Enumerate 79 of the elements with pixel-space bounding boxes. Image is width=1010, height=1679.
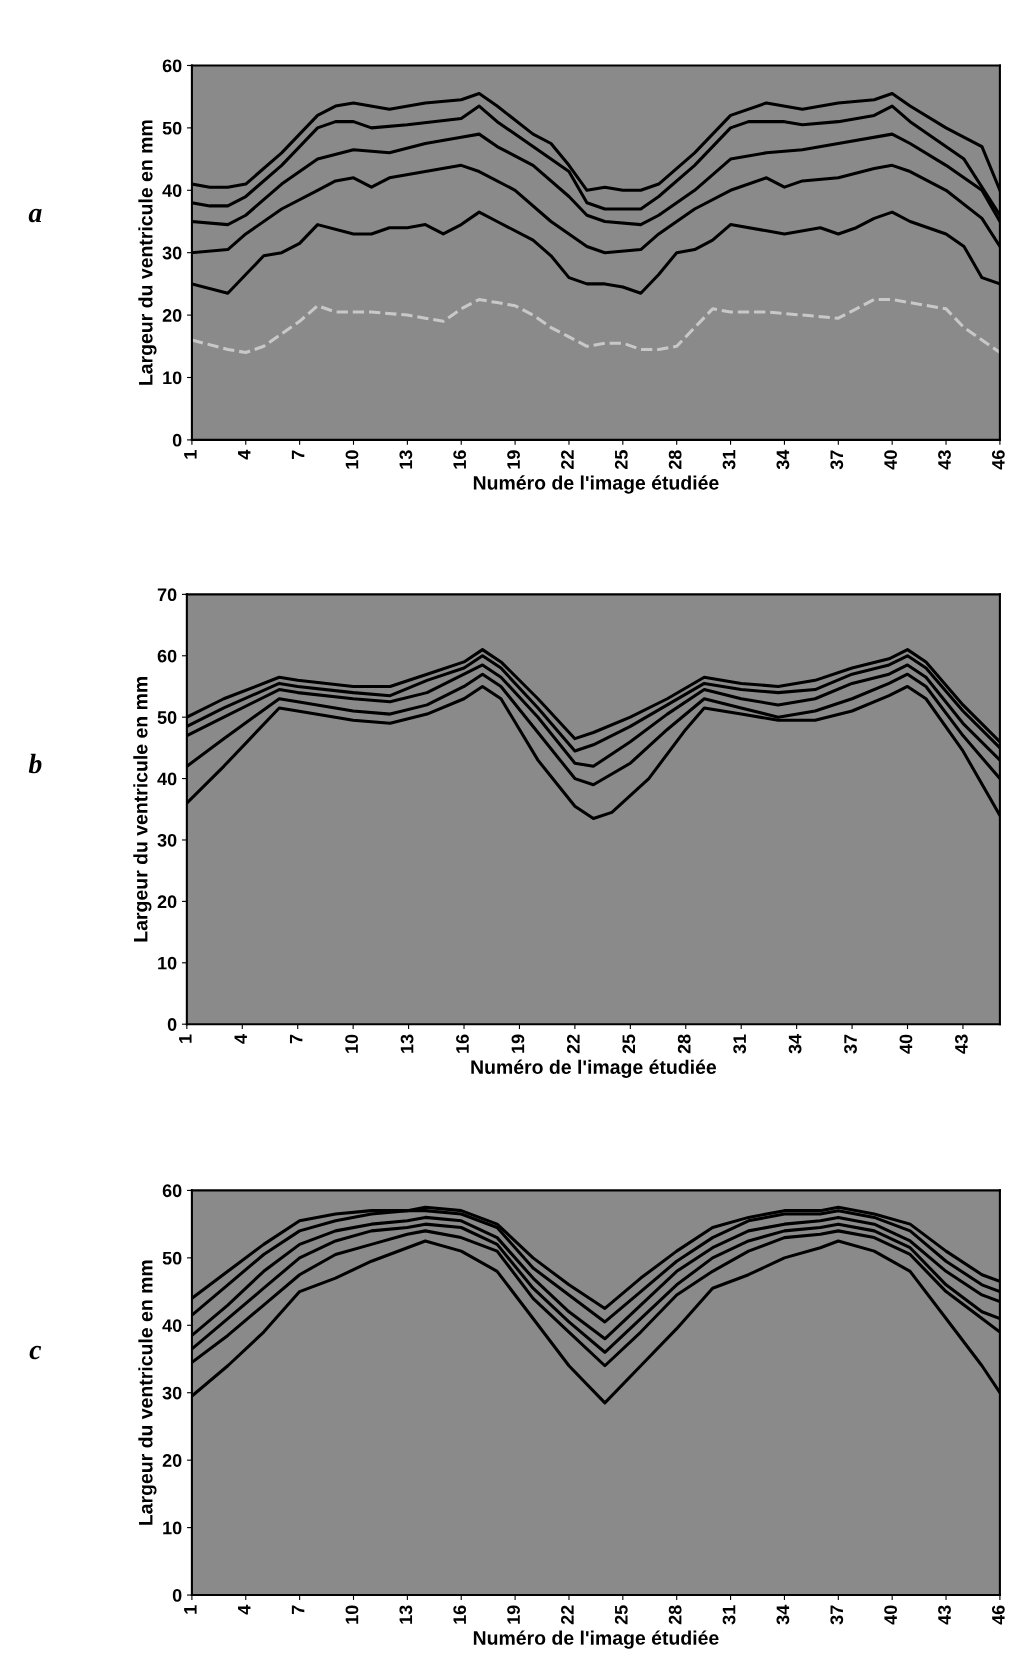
x-tick-label: 7 — [291, 1605, 305, 1615]
y-tick-label: 30 — [157, 833, 177, 847]
x-tick-label: 34 — [776, 449, 790, 470]
y-tick-label: 0 — [172, 433, 182, 447]
y-tick-label: 70 — [157, 588, 177, 602]
x-tick-label: 22 — [561, 450, 574, 470]
x-tick-label: 25 — [614, 450, 628, 470]
y-tick-label: 50 — [162, 1251, 182, 1265]
text: b — [28, 753, 42, 774]
x-tick-label: 4 — [234, 1034, 247, 1044]
x-tick-label: 7 — [289, 1034, 303, 1044]
y-tick-label: 30 — [162, 246, 182, 260]
x-axis-title: Numéro de l'image étudiée — [473, 475, 719, 494]
x-tick-label: 28 — [677, 1034, 691, 1054]
x-tick-label: 37 — [830, 1605, 844, 1625]
x-tick-label: 34 — [788, 1034, 802, 1054]
x-tick-label: 25 — [622, 1034, 636, 1054]
x-tick-label: 40 — [884, 450, 898, 470]
x-tick-label: 4 — [238, 1604, 251, 1615]
y-tick-label: 50 — [162, 121, 182, 135]
x-tick-label: 43 — [938, 450, 951, 470]
y-tick-label: 0 — [167, 1018, 177, 1031]
x-tick-label: 19 — [507, 450, 520, 469]
y-tick-label: 10 — [163, 1521, 182, 1535]
x-tick-label: 37 — [844, 1034, 857, 1054]
x-tick-label: 10 — [345, 1605, 359, 1624]
x-tick-label: 31 — [722, 1605, 736, 1625]
x-axis-title: Numéro de l'image étudiée — [473, 1630, 719, 1649]
x-tick-label: 19 — [511, 1034, 525, 1053]
x-tick-label: 40 — [899, 1034, 913, 1054]
y-tick-label: 10 — [163, 371, 182, 385]
y-axis-title: Largeur du ventricule en mm — [138, 1260, 157, 1525]
x-tick-label: 25 — [614, 1605, 628, 1625]
x-tick-label: 10 — [345, 450, 359, 469]
y-tick-label: 50 — [157, 711, 177, 724]
x-tick-label: 46 — [991, 450, 1005, 470]
x-tick-label: 1 — [184, 450, 197, 459]
y-tick-label: 20 — [157, 895, 177, 909]
x-tick-label: 16 — [453, 450, 467, 469]
x-tick-label: 22 — [566, 1034, 580, 1054]
y-axis-title: Largeur du ventricule en mm — [133, 677, 152, 942]
x-tick-label: 22 — [561, 1605, 574, 1625]
x-tick-label: 31 — [733, 1034, 747, 1054]
y-tick-label: 60 — [162, 1184, 182, 1198]
x-tick-label: 16 — [456, 1034, 469, 1053]
x-tick-label: 13 — [400, 1034, 414, 1053]
x-tick-label: 43 — [938, 1605, 951, 1625]
y-tick-label: 60 — [162, 59, 182, 73]
x-tick-label: 4 — [238, 449, 251, 460]
x-tick-label: 10 — [345, 1034, 358, 1053]
y-tick-label: 20 — [162, 1454, 182, 1467]
x-tick-label: 43 — [955, 1034, 968, 1054]
y-tick-label: 10 — [158, 956, 177, 970]
x-tick-label: 37 — [830, 450, 844, 470]
line-series — [191, 297, 1000, 355]
x-tick-label: 7 — [291, 450, 305, 459]
x-tick-label: 31 — [722, 450, 736, 470]
x-tick-label: 19 — [507, 1605, 520, 1624]
y-tick-label: 30 — [162, 1386, 182, 1400]
x-tick-label: 16 — [453, 1605, 467, 1624]
y-tick-label: 40 — [162, 1319, 182, 1333]
x-tick-label: 1 — [179, 1034, 192, 1043]
x-tick-label: 1 — [184, 1605, 197, 1614]
x-tick-label: 13 — [399, 450, 413, 469]
x-tick-label: 13 — [399, 1605, 413, 1624]
y-tick-label: 20 — [162, 309, 182, 322]
x-tick-label: 28 — [668, 450, 682, 470]
y-tick-label: 40 — [157, 772, 177, 786]
x-tick-label: 34 — [776, 1604, 790, 1625]
text: a — [28, 208, 42, 223]
x-axis-title: Numéro de l'image étudiée — [471, 1059, 717, 1078]
x-tick-label: 46 — [991, 1605, 1005, 1625]
x-tick-label: 28 — [668, 1605, 682, 1625]
x-tick-label: 40 — [884, 1605, 898, 1625]
y-tick-label: 60 — [157, 649, 177, 663]
y-tick-label: 40 — [162, 184, 182, 198]
y-axis-title: Largeur du ventricule en mm — [138, 120, 157, 385]
text: c — [29, 1345, 42, 1360]
y-tick-label: 0 — [172, 1588, 182, 1602]
